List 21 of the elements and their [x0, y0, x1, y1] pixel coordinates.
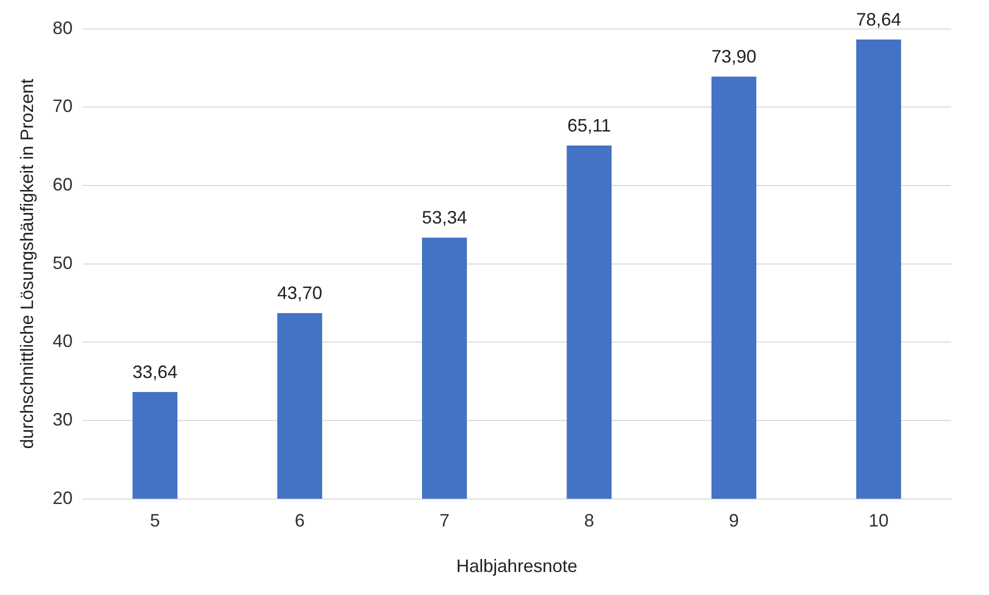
y-tick-label: 40: [52, 331, 73, 352]
data-label: 43,70: [277, 283, 322, 304]
data-label: 53,34: [422, 208, 467, 228]
x-axis-title: Halbjahresnote: [456, 556, 578, 576]
x-tick-label: 6: [294, 510, 305, 531]
y-tick-label: 50: [52, 252, 73, 273]
y-tick-label: 20: [52, 488, 73, 508]
y-tick-label: 60: [52, 174, 73, 194]
x-tick-label: 10: [868, 510, 889, 531]
y-axis-title: durchschnittliche Lösungshäufigkeit in Prozent: [16, 78, 37, 449]
data-label: 73,90: [711, 46, 756, 67]
data-label: 78,64: [856, 9, 902, 30]
x-tick-label: 9: [728, 510, 739, 531]
y-tick-label: 70: [52, 96, 73, 116]
data-label: 65,11: [567, 115, 612, 136]
x-tick-label: 7: [439, 510, 450, 531]
y-tick-label: 80: [52, 18, 73, 38]
y-tick-label: 30: [52, 409, 73, 430]
data-label: 33,64: [132, 362, 178, 382]
x-tick-label: 8: [584, 510, 594, 531]
x-tick-label: 5: [150, 510, 160, 531]
